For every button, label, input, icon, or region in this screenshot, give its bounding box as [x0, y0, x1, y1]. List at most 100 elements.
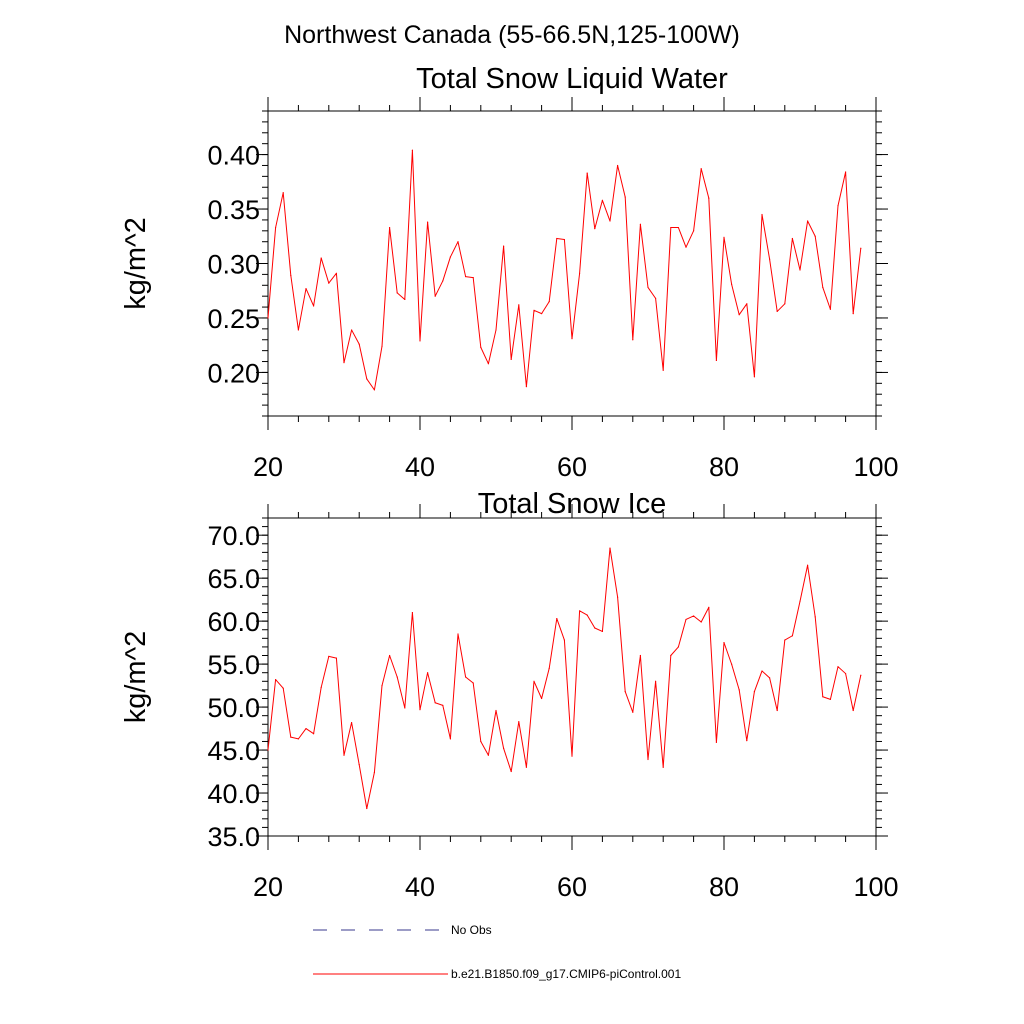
data-point	[753, 691, 756, 693]
y-tick-label: 0.35	[207, 195, 260, 225]
data-point	[738, 314, 740, 316]
data-point	[442, 704, 444, 706]
data-point	[358, 764, 360, 766]
data-point	[708, 606, 710, 608]
data-point	[335, 657, 337, 659]
data-point	[518, 721, 520, 723]
data-point	[594, 228, 596, 230]
x-tick-label: 40	[405, 872, 435, 902]
data-point	[487, 363, 489, 365]
data-point	[624, 691, 626, 693]
data-point	[366, 807, 368, 810]
data-point	[297, 329, 299, 331]
data-point	[731, 283, 733, 285]
data-point	[746, 303, 748, 305]
data-point	[662, 369, 664, 371]
data-point	[632, 711, 634, 713]
data-point	[617, 596, 619, 598]
data-point	[373, 389, 375, 391]
data-point	[275, 678, 277, 681]
legend: No Obs b.e21.B1850.f09_g17.CMIP6-piContr…	[313, 923, 681, 981]
x-tick-label: 60	[557, 452, 587, 482]
y-tick-label: 55.0	[207, 650, 260, 680]
data-point	[373, 771, 375, 774]
data-point	[427, 221, 429, 223]
data-point	[313, 733, 315, 735]
data-point	[457, 633, 459, 635]
data-point	[563, 639, 566, 641]
data-point	[807, 220, 809, 222]
data-point	[541, 313, 543, 315]
data-point	[343, 754, 345, 756]
y-tick-label: 50.0	[207, 693, 260, 723]
data-point	[822, 696, 824, 698]
data-point	[351, 329, 353, 331]
data-point	[419, 340, 421, 342]
data-point	[404, 707, 406, 709]
data-point	[503, 747, 505, 749]
data-point	[776, 310, 778, 313]
data-point	[427, 672, 429, 674]
data-point	[685, 246, 687, 248]
data-point	[518, 304, 520, 306]
y-tick-label: 0.20	[207, 358, 260, 388]
data-point	[579, 610, 581, 612]
y-tick-label: 65.0	[207, 564, 260, 594]
data-point	[617, 164, 619, 167]
data-point	[586, 172, 588, 174]
data-point	[715, 359, 718, 362]
data-point	[548, 667, 550, 670]
data-point	[647, 758, 649, 761]
data-point	[457, 241, 459, 243]
data-point	[738, 689, 740, 691]
plot-frame	[267, 110, 877, 417]
chart-panel-2: Total Snow Ice35.040.045.050.055.060.065…	[120, 488, 899, 902]
chart-panel-1: Total Snow Liquid Water 0.20 0.25 0.30 0.35 0…	[120, 63, 899, 482]
data-point	[601, 630, 604, 633]
data-point	[609, 220, 611, 222]
data-point	[411, 611, 413, 614]
data-point	[472, 277, 474, 279]
data-point	[677, 226, 680, 229]
data-point	[845, 171, 847, 173]
data-point	[305, 727, 307, 730]
data-point	[776, 709, 778, 712]
data-point	[328, 655, 330, 657]
figure-title: Northwest Canada (55-66.5N,125-100W)	[284, 21, 740, 49]
data-point	[381, 345, 383, 347]
data-point	[563, 238, 566, 241]
data-point	[837, 205, 839, 207]
data-point	[708, 197, 710, 199]
data-point	[624, 196, 626, 198]
y-tick-label: 45.0	[207, 736, 260, 766]
series-line	[267, 149, 862, 391]
data-point	[525, 385, 528, 388]
data-point	[419, 709, 421, 711]
y-axis-label: kg/m^2	[120, 217, 152, 310]
data-point	[586, 614, 588, 616]
data-point	[639, 654, 642, 657]
data-point	[487, 754, 489, 756]
data-point	[297, 738, 299, 740]
data-point	[601, 199, 604, 201]
data-point	[639, 223, 642, 225]
x-tick-label: 20	[253, 452, 283, 482]
data-point	[799, 269, 801, 271]
y-tick-label: 40.0	[207, 779, 260, 809]
data-point	[791, 635, 794, 637]
x-tick-label: 80	[709, 452, 739, 482]
data-point	[442, 280, 444, 282]
data-point	[525, 766, 528, 768]
data-point	[845, 672, 847, 675]
data-point	[700, 168, 702, 170]
data-point	[693, 615, 695, 617]
data-point	[328, 282, 330, 284]
data-point	[556, 617, 558, 620]
data-point	[510, 770, 512, 773]
data-point	[541, 697, 543, 700]
x-tick-label: 20	[253, 872, 283, 902]
data-point	[571, 755, 573, 757]
data-point	[670, 226, 672, 229]
data-point	[556, 237, 558, 240]
data-point	[465, 676, 467, 678]
